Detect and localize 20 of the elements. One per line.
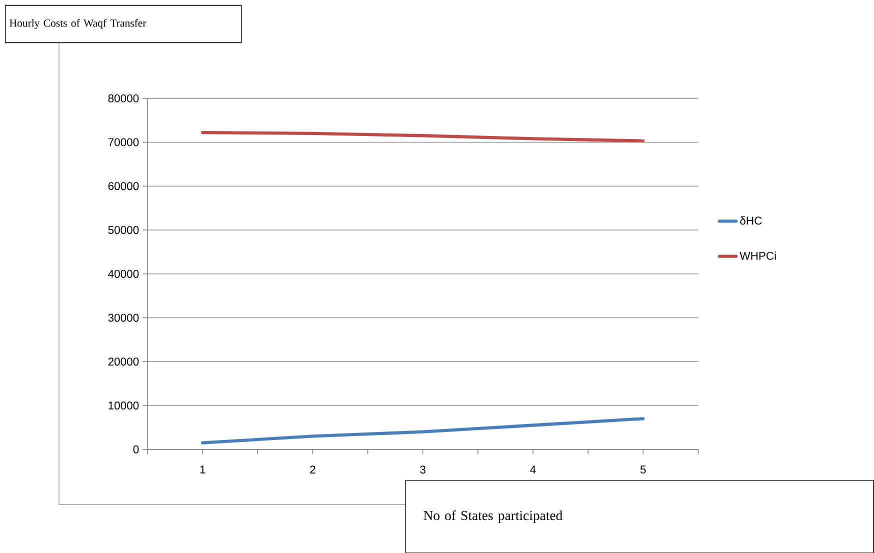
y-tick-label: 50000 xyxy=(108,226,139,234)
legend-label: WHPCi xyxy=(740,251,776,260)
legend-label: δHC xyxy=(740,216,762,224)
line-series xyxy=(201,130,645,142)
y-tick-label: 30000 xyxy=(108,314,139,322)
y-tick-label: 80000 xyxy=(108,94,139,102)
x-tick-label: 5 xyxy=(640,465,646,474)
text: Hourly Costs of Waqf Transfer xyxy=(10,18,146,29)
y-tick-label: 70000 xyxy=(108,138,139,146)
x-tick-label: 2 xyxy=(310,465,316,474)
y-tick-label: 20000 xyxy=(108,357,139,366)
x-tick-label: 3 xyxy=(420,465,426,474)
line-series xyxy=(201,416,645,444)
y-tick-label: 10000 xyxy=(108,401,139,410)
x-tick-label: 4 xyxy=(530,465,536,474)
x-axis-title: No of States participated xyxy=(424,510,562,523)
x-tick-label: 1 xyxy=(200,465,206,474)
y-tick-label: 40000 xyxy=(108,270,139,278)
y-tick-label: 60000 xyxy=(108,182,139,190)
y-tick-label: 0 xyxy=(133,445,139,454)
